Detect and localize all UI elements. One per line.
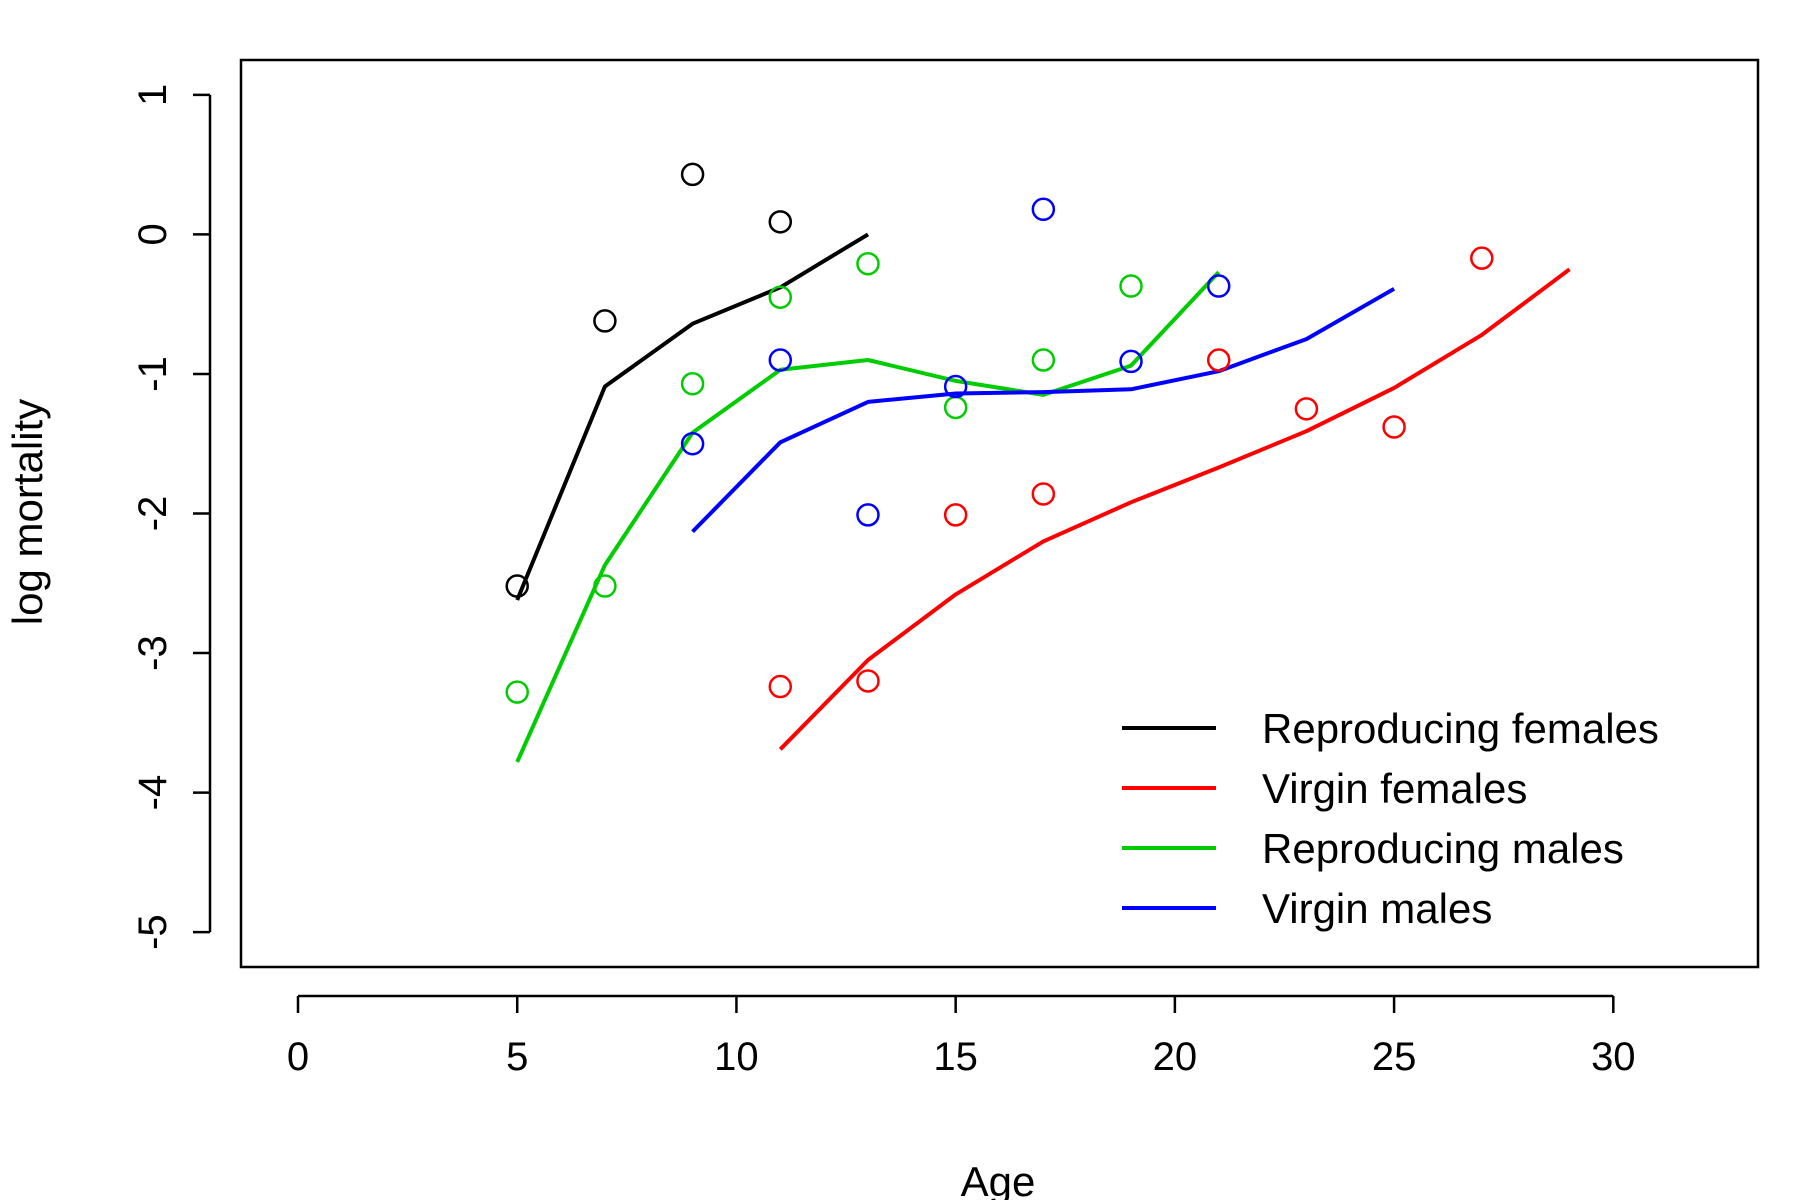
x-tick-label: 0 [287, 1035, 309, 1079]
virgin-males-point [1031, 197, 1056, 222]
y-tick-label: -2 [131, 496, 175, 532]
reproducing-females-point [505, 574, 529, 598]
legend-label-virgin-males: Virgin males [1262, 885, 1492, 932]
reproducing-males-point [943, 395, 968, 420]
y-tick-label: -3 [131, 635, 175, 671]
x-tick-label: 30 [1591, 1035, 1636, 1079]
x-tick-label: 25 [1372, 1035, 1417, 1079]
reproducing-females-point [768, 210, 793, 234]
reproducing-males-point [1031, 348, 1056, 372]
virgin-females-point [1031, 482, 1056, 506]
virgin-males-point [1119, 349, 1143, 374]
legend-label-reproducing-females: Reproducing females [1262, 705, 1659, 752]
reproducing-males-point [856, 251, 880, 276]
legend: Reproducing females Virgin females Reprodu… [1122, 705, 1659, 932]
legend-label-reproducing-males: Reproducing males [1262, 825, 1624, 872]
reproducing-females-point [593, 309, 617, 333]
virgin-females-point [1470, 246, 1494, 270]
reproducing-males-point [593, 574, 617, 598]
plot-frame [239, 58, 1760, 969]
virgin-females-point [856, 669, 880, 693]
y-axis-label: log mortality [4, 399, 51, 625]
virgin-males-fit-line [691, 287, 1396, 534]
reproducing-males-point [680, 371, 705, 396]
virgin-females-point [1382, 415, 1406, 439]
virgin-males-point [768, 348, 793, 372]
data-points [505, 162, 1494, 704]
virgin-males-point [943, 374, 968, 399]
reproducing-males-point [768, 285, 793, 309]
y-tick-label: 1 [131, 84, 175, 106]
y-axis-group: 1 0 -1 -2 -3 -4 -5 [131, 84, 212, 950]
reproducing-males-point [1119, 274, 1143, 298]
virgin-males-point [1206, 274, 1231, 298]
y-tick-label: -1 [131, 356, 175, 392]
reproducing-males-point [505, 680, 529, 704]
virgin-females-fit-line [778, 267, 1571, 751]
x-tick-label: 10 [714, 1035, 759, 1079]
x-tick-label: 20 [1153, 1035, 1198, 1079]
virgin-females-point [1206, 348, 1231, 372]
x-axis-label: Age [961, 1158, 1036, 1200]
virgin-females-point [1294, 397, 1319, 421]
legend-label-virgin-females: Virgin females [1262, 765, 1527, 812]
reproducing-females-fit-line [515, 232, 870, 601]
x-tick-label: 15 [933, 1035, 978, 1079]
y-tick-label: -4 [131, 775, 175, 811]
y-tick-label: 0 [131, 223, 175, 245]
virgin-females-point [768, 674, 793, 699]
reproducing-females-point [680, 162, 705, 187]
fit-lines [515, 232, 1571, 763]
virgin-males-point [680, 431, 705, 456]
virgin-males-point [856, 503, 880, 527]
virgin-females-point [943, 503, 968, 527]
reproducing-males-fit-line [515, 270, 1221, 763]
y-tick-label: -5 [131, 914, 175, 950]
x-axis-group: 0 5 10 15 20 25 30 [287, 994, 1636, 1079]
x-tick-label: 5 [506, 1035, 528, 1079]
